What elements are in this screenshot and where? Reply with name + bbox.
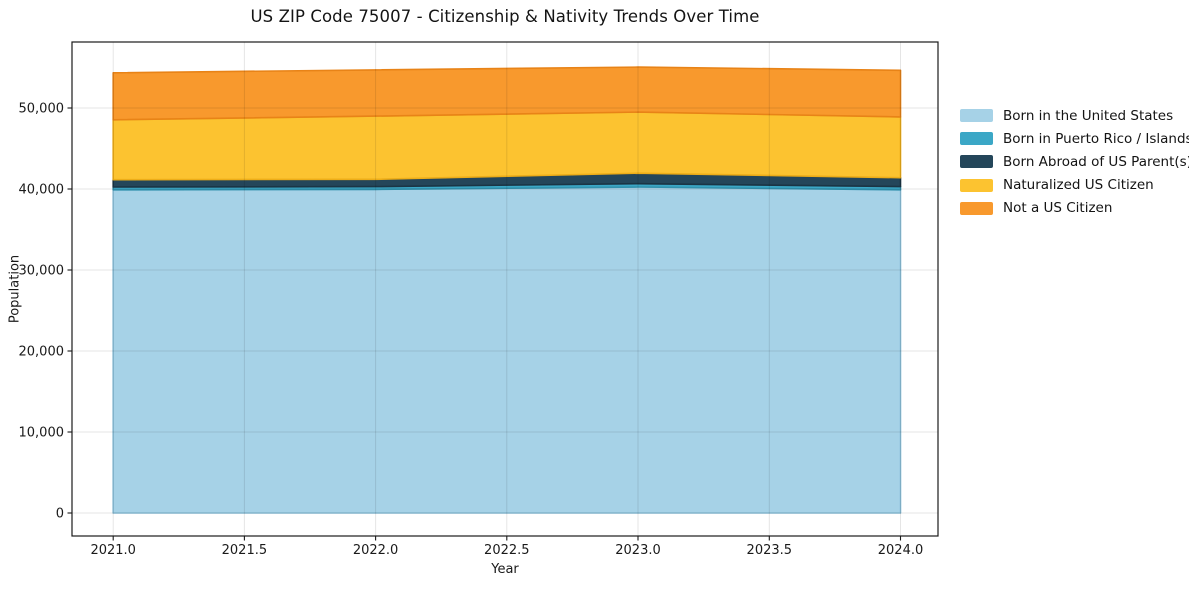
y-tick-label: 40,000: [19, 183, 65, 198]
y-tick-label: 10,000: [19, 426, 65, 441]
area-layers: [112, 66, 902, 514]
x-tick-label: 2021.5: [222, 543, 268, 558]
x-tick-label: 2022.0: [353, 543, 399, 558]
x-tick-label: 2023.5: [747, 543, 793, 558]
x-tick-label: 2022.5: [484, 543, 530, 558]
x-axis-label: Year: [491, 562, 519, 577]
legend-swatch: [960, 155, 993, 169]
y-tick-label: 30,000: [19, 264, 65, 279]
y-tick-label: 50,000: [19, 102, 65, 117]
legend-swatch: [960, 178, 993, 192]
x-tick-label: 2023.0: [615, 543, 661, 558]
area-not-a-us-citizen: [112, 66, 902, 121]
legend-swatch: [960, 132, 993, 146]
legend: Born in the United States Born in Puerto …: [960, 104, 1189, 220]
x-tick-label: 2021.0: [90, 543, 136, 558]
legend-swatch: [960, 201, 993, 215]
x-tick-label: 2024.0: [878, 543, 924, 558]
legend-item-born-abroad-of-us-parent-s: Born Abroad of US Parent(s): [960, 150, 1189, 173]
gridlines: [72, 42, 938, 536]
legend-item-naturalized-us-citizen: Naturalized US Citizen: [960, 174, 1189, 197]
legend-label: Born in Puerto Rico / Islands: [1003, 130, 1189, 147]
plot-border: [71, 41, 939, 537]
tick-labels: 2021.0 2021.5 2022.0 2022.5 2023.0 2023.5 2024…: [19, 102, 924, 559]
legend-item-not-a-us-citizen: Not a US Citizen: [960, 197, 1189, 220]
legend-swatch: [960, 109, 993, 123]
y-axis-label: Population: [7, 254, 23, 324]
y-tick-label: 0: [56, 507, 64, 522]
legend-item-born-in-puerto-rico-islands: Born in Puerto Rico / Islands: [960, 127, 1189, 150]
axes: [67, 41, 939, 541]
y-tick-label: 20,000: [19, 345, 65, 360]
legend-label: Born in the United States: [1003, 107, 1174, 124]
legend-label: Born Abroad of US Parent(s): [1003, 153, 1189, 170]
chart-title: US ZIP Code 75007 - Citizenship & Nativi…: [250, 7, 760, 26]
legend-label: Not a US Citizen: [1003, 200, 1113, 217]
legend-label: Naturalized US Citizen: [1003, 177, 1154, 194]
legend-item-born-in-the-united-states: Born in the United States: [960, 104, 1189, 127]
